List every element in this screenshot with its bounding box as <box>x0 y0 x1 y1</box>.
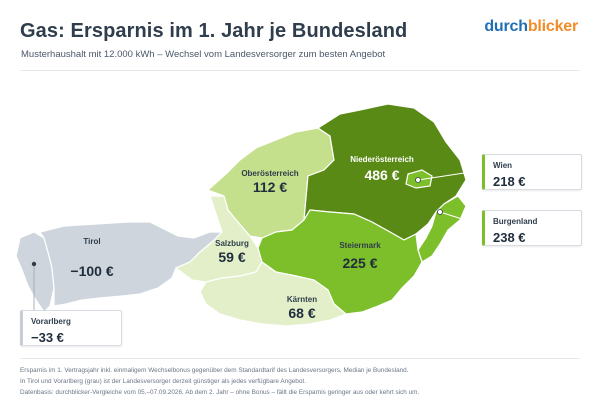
label-kaernten-value: 68 € <box>288 305 315 321</box>
callout-wien[interactable]: Wien 218 € <box>482 154 582 190</box>
callout-vorarlberg-value: −33 € <box>31 330 64 345</box>
brand-logo-part2: blicker <box>527 18 578 35</box>
callout-vorarlberg-name: Vorarlberg <box>31 317 71 326</box>
burgenland-leader-line <box>439 211 485 227</box>
wien-leader-line <box>417 169 485 181</box>
burgenland-marker-dot <box>437 209 443 215</box>
brand-logo: durchblicker <box>484 18 578 36</box>
brand-logo-part1: durch <box>484 18 528 35</box>
callout-vorarlberg[interactable]: Vorarlberg −33 € <box>20 310 122 346</box>
region-kaernten[interactable] <box>199 261 348 327</box>
label-oberoesterreich-value: 112 € <box>253 179 287 195</box>
callout-burgenland-value: 238 € <box>493 230 526 245</box>
wien-marker-dot <box>415 177 421 183</box>
label-salzburg-name: Salzburg <box>215 239 249 248</box>
page-title: Gas: Ersparnis im 1. Jahr je Bundesland <box>20 20 408 42</box>
footer-divider <box>20 358 580 359</box>
footnote-1: Ersparnis im 1. Vertragsjahr inkl. einma… <box>20 367 409 374</box>
page-subtitle: Musterhaushalt mit 12.000 kWh – Wechsel … <box>21 49 386 60</box>
footnote-2: In Tirol und Vorarlberg (grau) ist der L… <box>20 378 306 385</box>
callout-wien-value: 218 € <box>493 174 526 189</box>
label-oberoesterreich-name: Oberösterreich <box>241 169 298 178</box>
label-steiermark-value: 225 € <box>342 255 377 271</box>
region-burgenland[interactable] <box>417 195 467 263</box>
label-steiermark-name: Steiermark <box>339 241 381 250</box>
callout-wien-name: Wien <box>493 161 513 170</box>
label-niederoesterreich-value: 486 € <box>364 167 399 183</box>
label-kaernten-name: Kärnten <box>287 295 317 304</box>
vorarlberg-marker-dot <box>31 261 37 267</box>
label-niederoesterreich-name: Niederösterreich <box>350 155 414 164</box>
footnote-3: Datenbasis: durchblicker-Vergleiche vom … <box>20 389 420 396</box>
label-salzburg-value: 59 € <box>218 249 245 265</box>
label-tirol-name: Tirol <box>83 237 100 246</box>
header-divider <box>20 70 580 71</box>
callout-burgenland-name: Burgenland <box>493 217 538 226</box>
callout-burgenland[interactable]: Burgenland 238 € <box>482 210 582 246</box>
label-tirol-value: −100 € <box>70 263 113 279</box>
